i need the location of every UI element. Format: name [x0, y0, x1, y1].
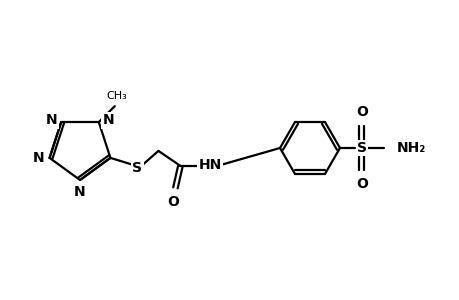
Text: O: O	[355, 177, 367, 191]
Text: S: S	[132, 161, 142, 175]
Text: CH₃: CH₃	[106, 91, 127, 101]
Text: N: N	[45, 113, 57, 127]
Text: S: S	[356, 141, 366, 155]
Text: O: O	[167, 195, 179, 209]
Text: NH₂: NH₂	[396, 141, 425, 155]
Text: N: N	[102, 113, 114, 127]
Text: O: O	[355, 105, 367, 119]
Text: N: N	[33, 151, 45, 165]
Text: HN: HN	[198, 158, 222, 172]
Text: N: N	[74, 185, 86, 199]
